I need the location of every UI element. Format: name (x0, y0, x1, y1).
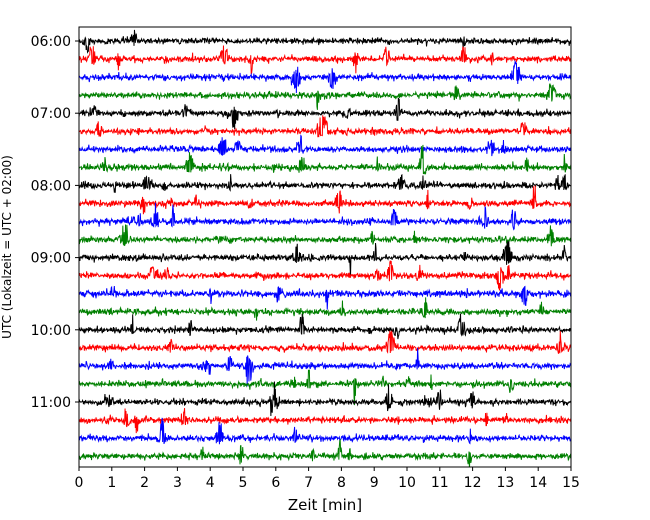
x-tick-label: 2 (140, 475, 149, 491)
x-tick-label: 13 (496, 475, 514, 491)
y-tick-label: 09:00 (31, 251, 71, 267)
x-tick-label: 1 (107, 475, 116, 491)
trace-line (79, 417, 571, 445)
x-tick-label: 12 (464, 475, 482, 491)
x-tick-label: 6 (271, 475, 280, 491)
trace-line (79, 285, 571, 310)
y-tick-label: 10:00 (31, 323, 71, 339)
trace-line (79, 369, 571, 406)
trace-line (79, 408, 571, 434)
trace-line (79, 83, 571, 110)
y-axis-ticks: 06:00 07:00 08:00 09:00 10:00 11:00 (31, 34, 79, 411)
trace-line (79, 134, 571, 157)
trace-line (79, 297, 571, 321)
trace-line (79, 202, 571, 231)
plot-frame (78, 26, 572, 468)
x-tick-label: 10 (398, 475, 416, 491)
x-tick-label: 7 (304, 475, 313, 491)
trace-line (79, 347, 571, 387)
y-tick-label: 08:00 (31, 178, 71, 194)
x-tick-label: 3 (173, 475, 182, 491)
x-tick-label: 8 (337, 475, 346, 491)
trace-line (79, 185, 571, 215)
seismic-traces (79, 29, 571, 467)
y-tick-label: 06:00 (31, 34, 71, 50)
trace-line (79, 240, 571, 278)
y-tick-label: 07:00 (31, 106, 71, 122)
trace-line (79, 97, 571, 130)
trace-line (79, 173, 571, 193)
y-tick-label: 11:00 (31, 395, 71, 411)
trace-line (79, 260, 571, 291)
trace-line (79, 224, 571, 247)
y-axis-label: UTC (Lokalzeit = UTC + 02:00) (0, 155, 14, 339)
x-axis-label: Zeit [min] (288, 496, 362, 514)
x-tick-label: 0 (75, 475, 84, 491)
trace-line (79, 330, 571, 354)
x-tick-label: 14 (529, 475, 547, 491)
x-tick-label: 9 (370, 475, 379, 491)
trace-line (79, 381, 571, 417)
trace-line (79, 144, 571, 175)
trace-line (79, 115, 571, 138)
x-tick-label: 15 (562, 475, 580, 491)
trace-line (79, 29, 571, 54)
x-tick-label: 4 (206, 475, 215, 491)
trace-line (79, 438, 571, 467)
x-tick-label: 11 (431, 475, 449, 491)
trace-line (79, 59, 571, 93)
x-tick-label: 5 (239, 475, 248, 491)
trace-line (79, 313, 571, 340)
x-axis-ticks: 0 1 2 3 4 5 6 7 8 9 10 11 12 13 14 15 (75, 467, 580, 491)
trace-line (79, 45, 571, 75)
